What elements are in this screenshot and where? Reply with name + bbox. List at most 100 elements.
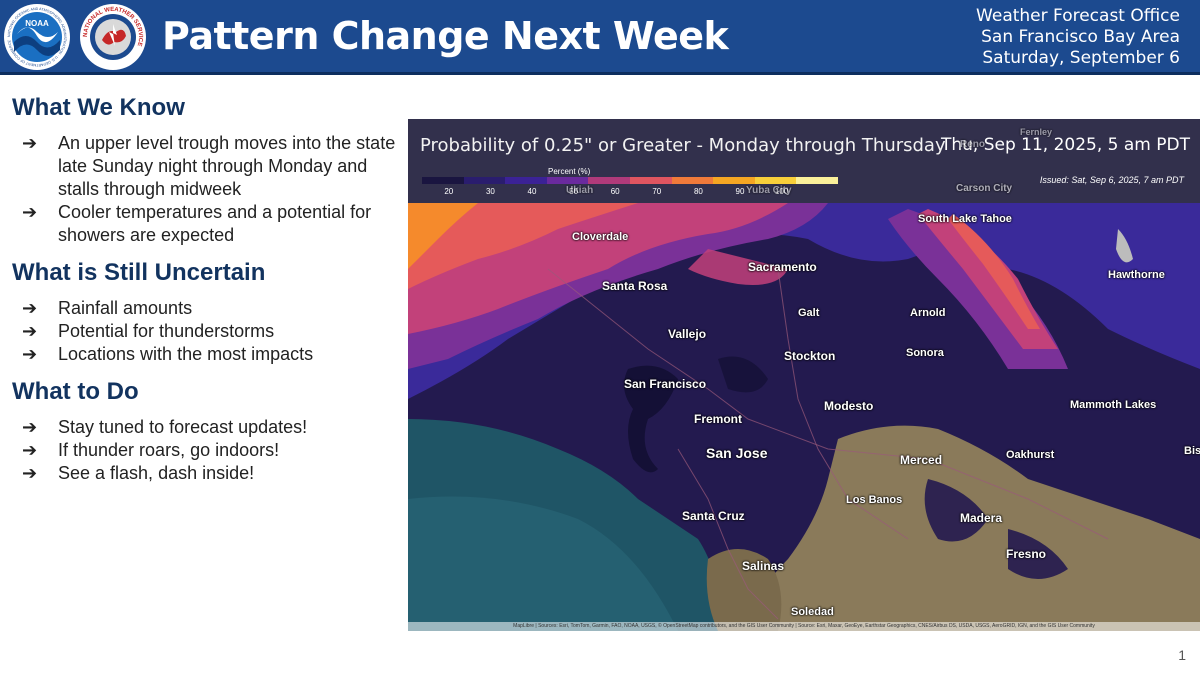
city-label-merced: Merced: [900, 453, 943, 467]
office-date: Saturday, September 6: [982, 48, 1180, 68]
legend-tick-label: 60: [610, 187, 620, 196]
legend-tick-label: 50: [569, 187, 579, 196]
bullet-text: Stay tuned to forecast updates!: [58, 417, 308, 437]
bullet-text: An upper level trough moves into the sta…: [58, 133, 396, 199]
prob-60-band: [408, 203, 638, 289]
bullet-item: ➔ If thunder roars, go indoors!: [12, 439, 402, 462]
bullet-text: If thunder roars, go indoors!: [58, 440, 280, 460]
city-label-reno: Reno: [960, 139, 985, 150]
arrow-icon: ➔: [22, 321, 38, 341]
legend-swatch: [713, 177, 755, 184]
section-what-we-know: What We Know ➔ An upper level trough move…: [12, 94, 402, 247]
legend-swatch: [422, 177, 464, 184]
bullet-text: Locations with the most impacts: [58, 344, 314, 364]
highway-line: [677, 448, 779, 620]
arrow-icon: ➔: [22, 298, 38, 318]
bullet-item: ➔ An upper level trough moves into the st…: [12, 132, 402, 201]
legend-swatch: [796, 177, 838, 184]
legend-tick-label: 30: [485, 187, 495, 196]
bullet-text: Cooler temperatures and a potential for …: [58, 202, 372, 245]
city-label-madera: Madera: [960, 511, 1003, 525]
bullet-text: Potential for thunderstorms: [58, 321, 275, 341]
city-label-salinas: Salinas: [742, 559, 785, 573]
arrow-icon: ➔: [22, 344, 38, 364]
arrow-icon: ➔: [22, 417, 38, 437]
legend-tick-label: 100: [774, 187, 789, 196]
section-title: What to Do: [12, 378, 139, 405]
legend-swatch: [629, 177, 672, 184]
bullet-item: ➔ See a flash, dash inside!: [12, 462, 402, 485]
legend-swatch: [671, 177, 714, 184]
section-still-uncertain: What is Still Uncertain ➔ Rainfall amount…: [12, 259, 402, 366]
prob-70-band: [408, 203, 478, 269]
city-label-hawthorne: Hawthorne: [1108, 269, 1165, 281]
legend-swatch: [754, 177, 797, 184]
nws-logo-icon: NATIONAL WEATHER SERVICE: [80, 4, 146, 70]
slide-number: 1: [1178, 647, 1186, 663]
map-issued: Issued: Sat, Sep 6, 2025, 7 am PDT: [1039, 175, 1184, 185]
office-region: San Francisco Bay Area: [981, 27, 1180, 47]
bullet-text: See a flash, dash inside!: [58, 463, 255, 483]
legend-label: Percent (%): [548, 167, 591, 176]
info-panel: What We Know ➔ An upper level trough move…: [12, 94, 402, 497]
office-info: Weather Forecast Office San Francisco Ba…: [976, 6, 1180, 69]
city-label-sacramento: Sacramento: [748, 260, 817, 274]
city-label-modesto: Modesto: [824, 399, 874, 413]
legend-tick-label: 80: [693, 187, 703, 196]
city-label-los-banos: Los Banos: [846, 494, 903, 506]
office-name: Weather Forecast Office: [976, 6, 1180, 26]
page-title: Pattern Change Next Week: [162, 14, 729, 58]
city-label-fresno: Fresno: [1006, 547, 1047, 561]
map-canvas: [408, 119, 1200, 631]
foothill-low-prob: [1008, 529, 1068, 579]
city-label-soledad: Soledad: [791, 606, 834, 618]
sacramento-prob-50: [688, 249, 788, 285]
bullet-list: ➔ Stay tuned to forecast updates! ➔ If thu…: [12, 416, 402, 485]
city-label-vallejo: Vallejo: [668, 327, 707, 341]
section-what-to-do: What to Do ➔ Stay tuned to forecast updat…: [12, 378, 402, 485]
city-label-galt: Galt: [798, 307, 820, 319]
city-label-bishop: Bish: [1184, 445, 1200, 457]
header-rule: [0, 72, 1200, 75]
city-label-ukiah: Ukiah: [566, 185, 594, 196]
legend-colorbar: [422, 177, 838, 184]
terrain-coast-range: [706, 549, 782, 631]
svg-text:NOAA: NOAA: [25, 19, 49, 28]
city-label-oakhurst: Oakhurst: [1006, 449, 1055, 461]
bullet-list: ➔ An upper level trough moves into the st…: [12, 132, 402, 247]
city-label-stockton: Stockton: [784, 349, 836, 363]
sierra-prob-60: [948, 214, 1040, 329]
city-label-sonora: Sonora: [906, 347, 944, 359]
city-label-fernley: Fernley: [1020, 127, 1053, 137]
delta: [718, 356, 768, 393]
city-label-carson-city: Carson City: [956, 183, 1013, 194]
legend-swatch: [546, 177, 589, 184]
legend-tick-label: 70: [652, 187, 662, 196]
city-label-santa-cruz: Santa Cruz: [682, 509, 745, 523]
precip-probability-map[interactable]: Probability of 0.25" or Greater - Monday…: [408, 119, 1200, 631]
highway-line: [777, 268, 909, 540]
highway-line: [547, 268, 1109, 540]
bullet-item: ➔ Locations with the most impacts: [12, 343, 402, 366]
walker-lake: [1116, 229, 1133, 263]
city-label-san-francisco: San Francisco: [624, 377, 707, 391]
arrow-icon: ➔: [22, 463, 38, 483]
bullet-text: Rainfall amounts: [58, 298, 193, 318]
header-bar: NOAA NATIONAL OCEANIC AND ATMOSPHERIC AD…: [0, 0, 1200, 75]
map-attribution: MapLibre | Sources: Esri, TomTom, Garmin…: [408, 622, 1200, 631]
city-label-arnold: Arnold: [910, 307, 946, 319]
city-label-mammoth-lakes: Mammoth Lakes: [1070, 399, 1157, 411]
bullet-item: ➔ Cooler temperatures and a potential for…: [12, 201, 402, 247]
arrow-icon: ➔: [22, 440, 38, 460]
valley-low-prob: [924, 479, 988, 542]
city-label-santa-rosa: Santa Rosa: [602, 279, 668, 293]
legend-tick-label: 40: [527, 187, 537, 196]
legend-swatch: [588, 177, 630, 184]
map-valid-time: Thu, Sep 11, 2025, 5 am PDT: [940, 135, 1190, 155]
arrow-icon: ➔: [22, 133, 38, 153]
noaa-logo-icon: NOAA NATIONAL OCEANIC AND ATMOSPHERIC AD…: [4, 4, 70, 70]
legend-swatch: [505, 177, 547, 184]
sf-bay: [624, 365, 678, 473]
bullet-item: ➔ Rainfall amounts: [12, 297, 402, 320]
bullet-list: ➔ Rainfall amounts ➔ Potential for thunder…: [12, 297, 402, 366]
